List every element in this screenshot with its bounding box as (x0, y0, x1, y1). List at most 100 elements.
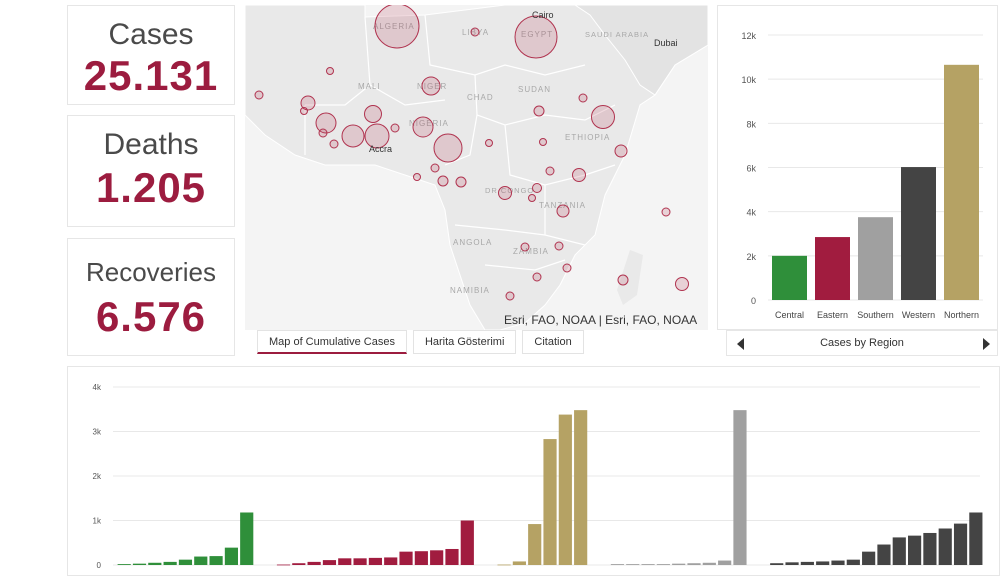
case-marker[interactable] (413, 173, 421, 181)
tab-citation[interactable]: Citation (522, 330, 584, 354)
daily-bar[interactable] (969, 512, 983, 565)
daily-bar[interactable] (831, 560, 845, 565)
case-marker[interactable] (341, 124, 365, 148)
case-markers[interactable] (254, 5, 689, 301)
daily-bar[interactable] (276, 564, 291, 566)
daily-bar[interactable] (953, 523, 968, 565)
daily-bar[interactable] (132, 563, 147, 565)
case-marker[interactable] (430, 163, 440, 173)
case-marker[interactable] (470, 27, 480, 37)
case-marker[interactable] (505, 291, 515, 301)
map-canvas[interactable]: ALGERIA LIBYA EGYPT SAUDI ARABIA MALI NI… (245, 5, 708, 330)
daily-bar[interactable] (194, 556, 208, 565)
daily-bar[interactable] (399, 551, 413, 565)
daily-bar[interactable] (528, 524, 542, 565)
case-marker[interactable] (675, 277, 689, 291)
case-marker[interactable] (539, 138, 547, 146)
case-marker[interactable] (329, 139, 339, 149)
case-marker[interactable] (326, 67, 334, 75)
case-marker[interactable] (318, 128, 328, 138)
case-marker[interactable] (661, 207, 671, 217)
daily-bar[interactable] (368, 557, 382, 565)
daily-bar[interactable] (923, 532, 937, 565)
case-marker[interactable] (578, 93, 588, 103)
daily-bar[interactable] (610, 564, 625, 565)
daily-bar[interactable] (938, 528, 952, 565)
daily-bar[interactable] (240, 512, 254, 565)
case-marker[interactable] (315, 112, 337, 134)
case-marker[interactable] (254, 90, 264, 100)
case-marker[interactable] (562, 263, 572, 273)
daily-bar[interactable] (353, 558, 367, 565)
daily-bar[interactable] (384, 557, 398, 565)
case-marker[interactable] (591, 105, 615, 129)
daily-bar[interactable] (117, 564, 131, 565)
daily-bar[interactable] (460, 520, 474, 566)
daily-bar[interactable] (718, 560, 732, 565)
daily-bar[interactable] (307, 561, 321, 565)
bar-central[interactable] (772, 255, 807, 300)
daily-bar[interactable] (148, 562, 162, 565)
daily-bar[interactable] (558, 414, 572, 565)
case-marker[interactable] (390, 123, 400, 133)
cumulative-cases-map[interactable]: ALGERIA LIBYA EGYPT SAUDI ARABIA MALI NI… (245, 5, 708, 330)
case-marker[interactable] (614, 144, 628, 158)
daily-bar[interactable] (846, 559, 860, 565)
case-marker[interactable] (532, 183, 542, 193)
daily-bar[interactable] (178, 559, 193, 565)
daily-bar[interactable] (816, 561, 830, 565)
case-marker[interactable] (300, 95, 316, 111)
daily-bar[interactable] (733, 410, 747, 565)
case-marker[interactable] (520, 242, 530, 252)
case-marker[interactable] (545, 166, 555, 176)
tab-harita-gosterimi[interactable]: Harita Gösterimi (412, 330, 517, 354)
daily-bar[interactable] (292, 563, 306, 565)
daily-bar[interactable] (512, 561, 526, 565)
case-marker[interactable] (556, 204, 570, 218)
case-marker[interactable] (300, 107, 308, 115)
daily-bar[interactable] (574, 410, 588, 565)
case-marker[interactable] (437, 175, 449, 187)
daily-bar[interactable] (163, 561, 177, 565)
daily-bar[interactable] (702, 562, 716, 565)
case-marker[interactable] (554, 241, 564, 251)
daily-bar[interactable] (322, 560, 337, 565)
case-marker[interactable] (374, 5, 420, 49)
bar-eastern[interactable] (815, 237, 850, 300)
case-marker[interactable] (421, 76, 441, 96)
daily-bar[interactable] (892, 537, 906, 565)
daily-bar[interactable] (497, 564, 511, 566)
tab-map-of-cumulative-cases[interactable]: Map of Cumulative Cases (257, 330, 407, 354)
daily-bar[interactable] (770, 563, 784, 565)
daily-bar[interactable] (430, 550, 444, 565)
daily-bar[interactable] (224, 547, 238, 565)
case-marker[interactable] (533, 105, 545, 117)
case-marker[interactable] (364, 123, 390, 149)
daily-bar[interactable] (641, 564, 655, 565)
daily-bar[interactable] (877, 544, 891, 565)
daily-bar[interactable] (800, 561, 814, 565)
case-marker[interactable] (455, 176, 467, 188)
daily-bar[interactable] (785, 562, 799, 565)
case-marker[interactable] (617, 274, 629, 286)
daily-bar[interactable] (445, 548, 459, 565)
daily-bar[interactable] (862, 551, 876, 565)
case-marker[interactable] (498, 186, 512, 200)
daily-bar[interactable] (209, 556, 223, 565)
previous-chart-arrow-icon[interactable] (737, 338, 744, 350)
next-chart-arrow-icon[interactable] (983, 338, 990, 350)
daily-bar[interactable] (414, 551, 428, 565)
case-marker[interactable] (485, 139, 493, 147)
daily-bar[interactable] (672, 563, 686, 565)
case-marker[interactable] (532, 272, 542, 282)
case-marker[interactable] (412, 116, 434, 138)
daily-bar[interactable] (687, 563, 701, 565)
case-marker[interactable] (433, 133, 463, 163)
case-marker[interactable] (364, 105, 382, 123)
daily-bar[interactable] (908, 535, 922, 565)
case-marker[interactable] (528, 194, 536, 202)
bar-western[interactable] (901, 167, 936, 300)
case-marker[interactable] (572, 168, 586, 182)
bar-northern[interactable] (944, 64, 979, 300)
bar-southern[interactable] (858, 217, 893, 300)
